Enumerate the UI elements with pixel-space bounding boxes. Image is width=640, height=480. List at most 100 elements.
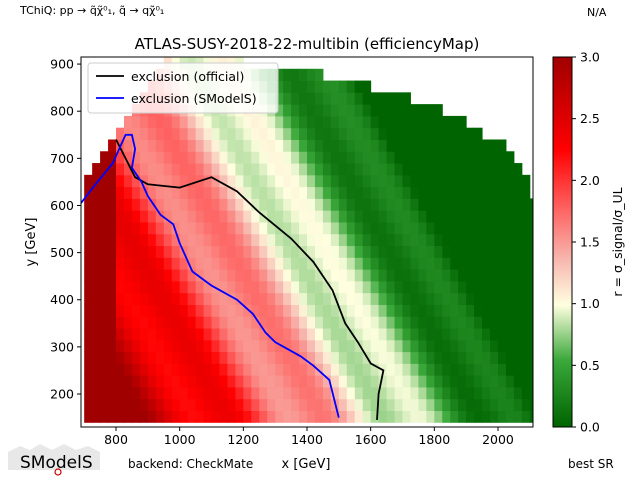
heatmap-cell [291,80,300,93]
heatmap-cell [187,280,197,294]
heatmap-cell [322,292,332,305]
heatmap-cell [442,221,451,235]
heatmap-cell [147,386,157,400]
heatmap-cell [330,257,340,270]
heatmap-cell [92,198,101,211]
heatmap-cell [179,375,189,388]
heatmap-cell [307,280,316,294]
heatmap-cell [466,375,475,388]
heatmap-cell [322,280,332,294]
heatmap-cell [203,174,213,188]
heatmap-cell [529,245,533,258]
heatmap-cell [354,151,364,164]
heatmap-cell [322,316,332,329]
heatmap-cell [497,304,507,317]
heatmap-cell [179,257,189,270]
heatmap-cell [283,186,292,199]
heatmap-cell [163,210,173,223]
heatmap-cell [362,280,372,294]
heatmap-cell [307,304,316,317]
heatmap-cell [418,386,427,400]
heatmap-cell [92,410,101,423]
heatmap-cell [163,386,173,400]
heatmap-cell [513,363,523,376]
heatmap-cell [330,221,340,235]
heatmap-cell [235,292,244,305]
heatmap-cell [450,198,459,211]
heatmap-cell [314,92,324,105]
heatmap-cell [307,174,316,188]
heatmap-cell [171,257,181,270]
heatmap-cell [394,139,403,152]
heatmap-cell [322,163,332,176]
heatmap-cell [410,210,419,223]
heatmap-cell [227,304,236,317]
heatmap-cell [227,198,236,211]
heatmap-cell [482,280,491,294]
heatmap-cell [195,304,205,317]
heatmap-cell [402,127,411,140]
heatmap-cell [426,115,435,129]
heatmap-cell [434,221,443,235]
heatmap-cell [338,269,348,282]
heatmap-cell [219,151,228,164]
heatmap-cell [299,198,308,211]
heatmap-cell [235,280,244,294]
heatmap-cell [195,280,205,294]
legend: exclusion (official) exclusion (SModelS) [87,62,279,114]
heatmap-cell [354,316,364,329]
heatmap-cell [322,198,332,211]
heatmap-cell [171,151,181,164]
heatmap-cell [179,280,189,294]
heatmap-cell [466,292,475,305]
heatmap-cell [346,269,356,282]
heatmap-cell [354,104,364,117]
heatmap-cell [195,292,205,305]
heatmap-cell [123,245,133,258]
heatmap-cell [147,198,157,211]
heatmap-cell [386,351,396,364]
heatmap-cell [386,269,396,282]
heatmap-cell [195,151,205,164]
heatmap-cell [466,363,475,376]
heatmap-cell [203,339,213,353]
heatmap-cell [426,410,435,423]
heatmap-cell [474,163,483,176]
heatmap-cell [307,351,316,364]
heatmap-cell [131,292,141,305]
heatmap-cell [505,316,515,329]
heatmap-cell [458,386,467,400]
heatmap-cell [195,221,205,235]
heatmap-cell [84,316,93,329]
heatmap-cell [211,328,220,341]
heatmap-cell [482,328,491,341]
heatmap-cell [338,280,348,294]
heatmap-cell [299,221,308,235]
heatmap-cell [442,139,451,152]
heatmap-cell [195,398,205,412]
heatmap-cell [187,198,197,211]
heatmap-cell [251,163,260,176]
heatmap-cell [195,163,205,176]
heatmap-cell [92,386,101,400]
heatmap-cell [123,269,133,282]
heatmap-cell [418,151,427,164]
heatmap-cell [346,375,356,388]
x-tick-label: 1600 [355,432,387,447]
heatmap-cell [235,328,244,341]
heatmap-cell [418,139,427,152]
heatmap-cell [307,316,316,329]
heatmap-cell [179,398,189,412]
heatmap-cell [482,151,491,164]
heatmap-cell [259,174,268,188]
heatmap-cell [466,398,475,412]
heatmap-cell [243,363,252,376]
heatmap-cell [362,398,372,412]
heatmap-cell [410,410,419,423]
heatmap-cell [362,375,372,388]
heatmap-cell [314,198,324,211]
heatmap-cell [275,210,284,223]
heatmap-cell [322,304,332,317]
x-tick-label: 2000 [482,432,514,447]
heatmap-cell [275,245,284,258]
